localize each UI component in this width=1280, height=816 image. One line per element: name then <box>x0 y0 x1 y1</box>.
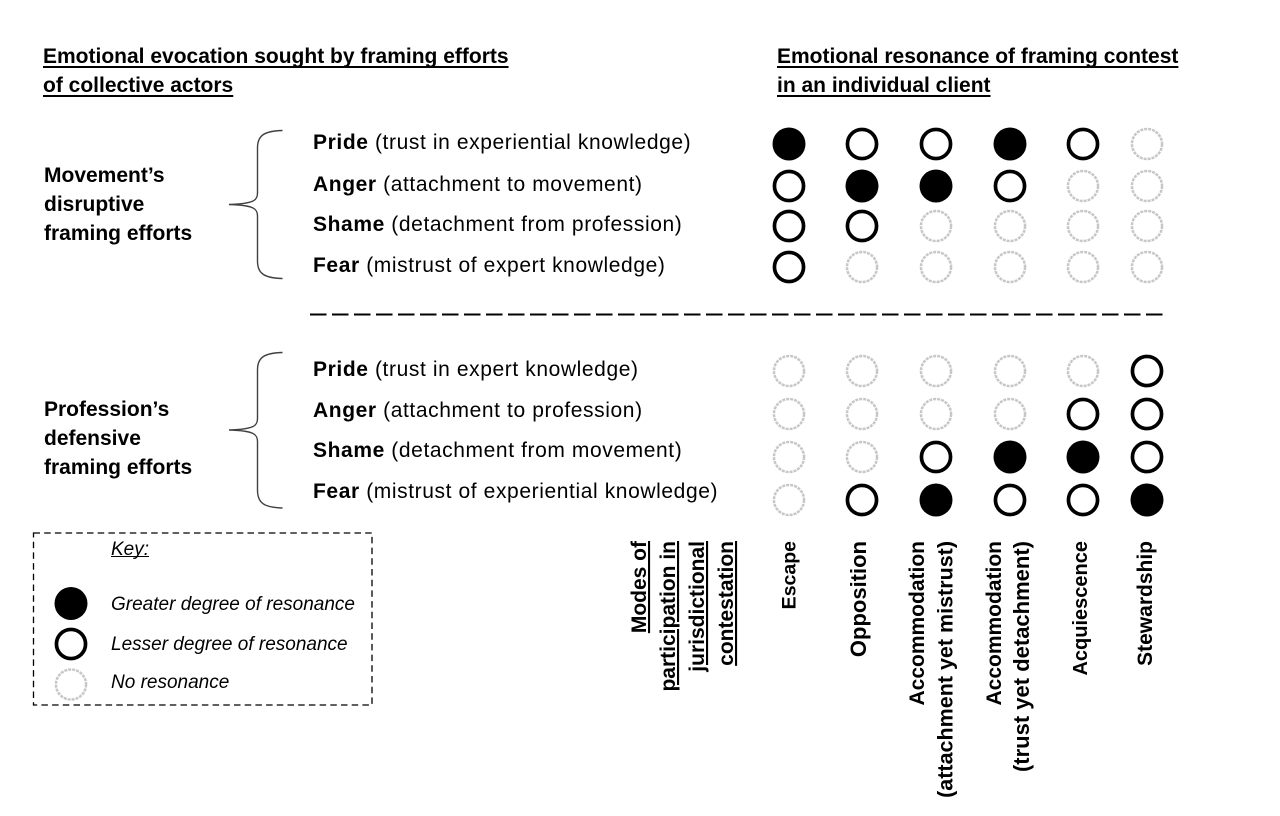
svg-text:(trust yet detachment): (trust yet detachment) <box>1009 541 1034 772</box>
svg-text:Stewardship: Stewardship <box>1134 541 1157 666</box>
svg-text:contestation: contestation <box>715 541 738 666</box>
svg-text:Modes of: Modes of <box>628 540 651 633</box>
svg-text:participation in: participation in <box>657 541 680 692</box>
svg-text:Accommodation: Accommodation <box>983 541 1006 706</box>
svg-text:Acquiescence: Acquiescence <box>1070 541 1092 676</box>
svg-text:Opposition: Opposition <box>846 541 871 657</box>
svg-text:Escape: Escape <box>779 541 801 609</box>
svg-text:jurisdictional: jurisdictional <box>686 541 709 673</box>
svg-text:(attachment yet mistrust): (attachment yet mistrust) <box>934 541 958 798</box>
svg-text:Accommodation: Accommodation <box>906 541 929 706</box>
